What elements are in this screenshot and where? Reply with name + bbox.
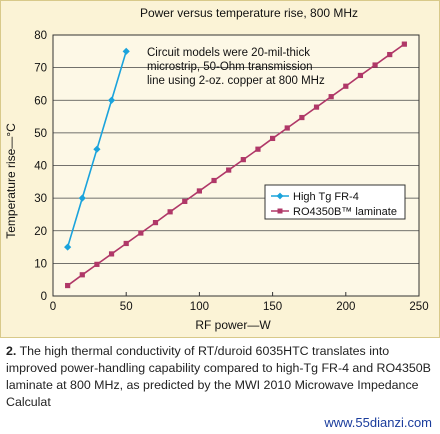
annotation-line-1: Circuit models were 20-mil-thick — [147, 47, 310, 59]
caption-text: The high thermal conductivity of RT/duro… — [6, 344, 431, 409]
plot-frame — [52, 34, 420, 297]
y-tick-label: 80 — [34, 30, 47, 42]
x-tick-label: 150 — [263, 301, 282, 313]
x-tick-label: 200 — [336, 301, 355, 313]
y-tick-label: 20 — [34, 226, 47, 238]
x-tick-label: 250 — [409, 301, 428, 313]
data-point — [78, 194, 86, 202]
watermark: www.55dianzi.com — [324, 415, 432, 430]
y-tick-label: 30 — [34, 193, 47, 205]
legend-label: RO4350B™ laminate — [293, 206, 397, 218]
data-point — [64, 243, 72, 251]
y-axis-label: Temperature rise—°C — [4, 123, 18, 239]
data-point — [357, 72, 364, 79]
x-tick-label: 50 — [120, 301, 133, 313]
annotation-line-3: line using 2-oz. copper at 800 MHz — [147, 75, 325, 87]
data-point — [138, 230, 144, 236]
data-point — [79, 272, 85, 278]
y-tick-label: 0 — [41, 291, 47, 303]
data-point — [182, 198, 188, 204]
y-axis-ticks: 0 10 20 30 40 50 60 70 80 — [34, 30, 47, 303]
x-axis-label: RF power—W — [195, 318, 271, 332]
data-point — [284, 125, 290, 131]
axes — [52, 34, 420, 297]
y-tick-label: 60 — [34, 95, 47, 107]
y-tick-label: 10 — [34, 258, 47, 270]
annotation-line-2: microstrip, 50-Ohm transmission — [147, 61, 313, 73]
x-tick-label: 100 — [190, 301, 209, 313]
data-point — [387, 51, 393, 58]
figure-caption: 2. The high thermal conductivity of RT/d… — [6, 343, 436, 411]
data-point — [299, 114, 305, 121]
legend-item-1: High Tg FR-4 — [271, 191, 359, 203]
data-point — [270, 135, 276, 142]
data-point — [167, 209, 173, 215]
data-point — [196, 188, 202, 194]
series-layer — [64, 41, 407, 289]
chart-svg: Power versus temperature rise, 800 MHz 0… — [4, 6, 429, 332]
data-point — [328, 94, 334, 100]
data-point — [93, 145, 101, 153]
chart-figure: Power versus temperature rise, 800 MHz 0… — [0, 0, 440, 338]
legend-marker — [276, 192, 284, 200]
legend-label: High Tg FR-4 — [293, 191, 359, 203]
legend-marker — [277, 208, 283, 214]
chart-title: Power versus temperature rise, 800 MHz — [140, 6, 358, 20]
data-point — [372, 62, 378, 68]
data-point — [94, 261, 100, 267]
data-point — [240, 157, 246, 163]
data-point — [313, 104, 320, 110]
y-tick-label: 70 — [34, 63, 47, 75]
legend-box — [264, 184, 406, 220]
y-tick-label: 50 — [34, 128, 47, 140]
x-axis-ticks: 0 50 100 150 200 250 — [50, 292, 429, 313]
data-point — [226, 167, 232, 173]
caption-number: 2. — [6, 344, 17, 358]
data-point — [401, 41, 407, 47]
data-point — [65, 282, 71, 289]
data-point — [152, 219, 159, 226]
legend-item-2: RO4350B™ laminate — [271, 206, 397, 218]
series-2 — [65, 41, 407, 289]
chart-legend: High Tg FR-4 RO4350B™ laminate — [264, 184, 406, 220]
data-point — [255, 146, 261, 152]
chart-annotation: Circuit models were 20-mil-thick microst… — [147, 47, 325, 87]
y-tick-label: 40 — [34, 161, 47, 173]
data-point — [211, 177, 217, 184]
data-point — [107, 96, 116, 104]
data-point — [343, 83, 349, 89]
x-tick-label: 0 — [50, 301, 56, 313]
data-point — [108, 251, 115, 257]
data-point — [122, 47, 130, 55]
data-point — [123, 240, 129, 247]
series-1 — [64, 47, 130, 251]
